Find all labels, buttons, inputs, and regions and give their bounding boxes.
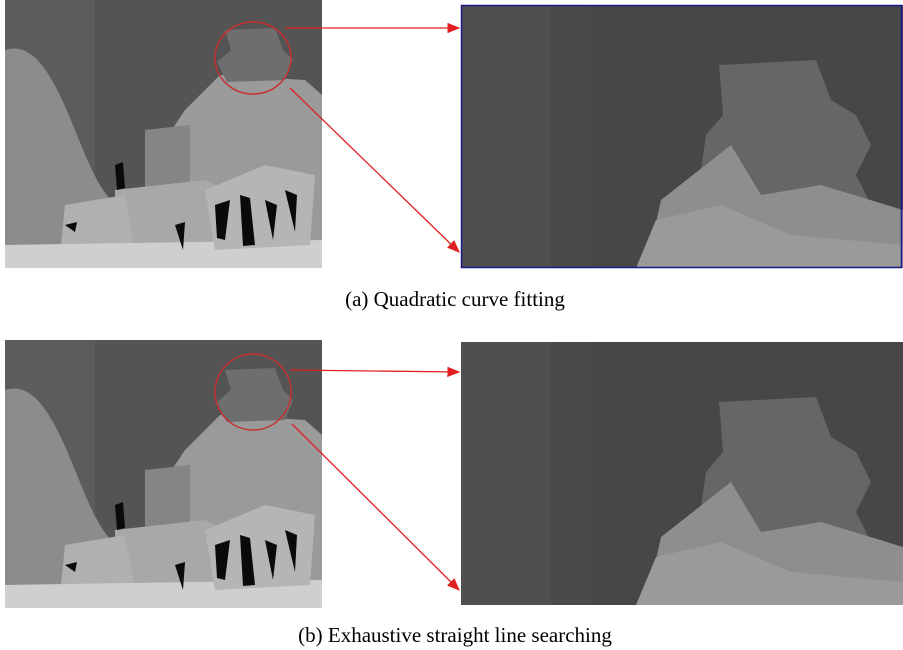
caption: (b) Exhaustive straight line searching xyxy=(298,623,612,647)
page: (a) Quadratic curve fitting (b) Exhausti… xyxy=(0,0,903,650)
figure: (a) Quadratic curve fitting (b) Exhausti… xyxy=(0,0,903,650)
caption: (a) Quadratic curve fitting xyxy=(345,287,565,311)
